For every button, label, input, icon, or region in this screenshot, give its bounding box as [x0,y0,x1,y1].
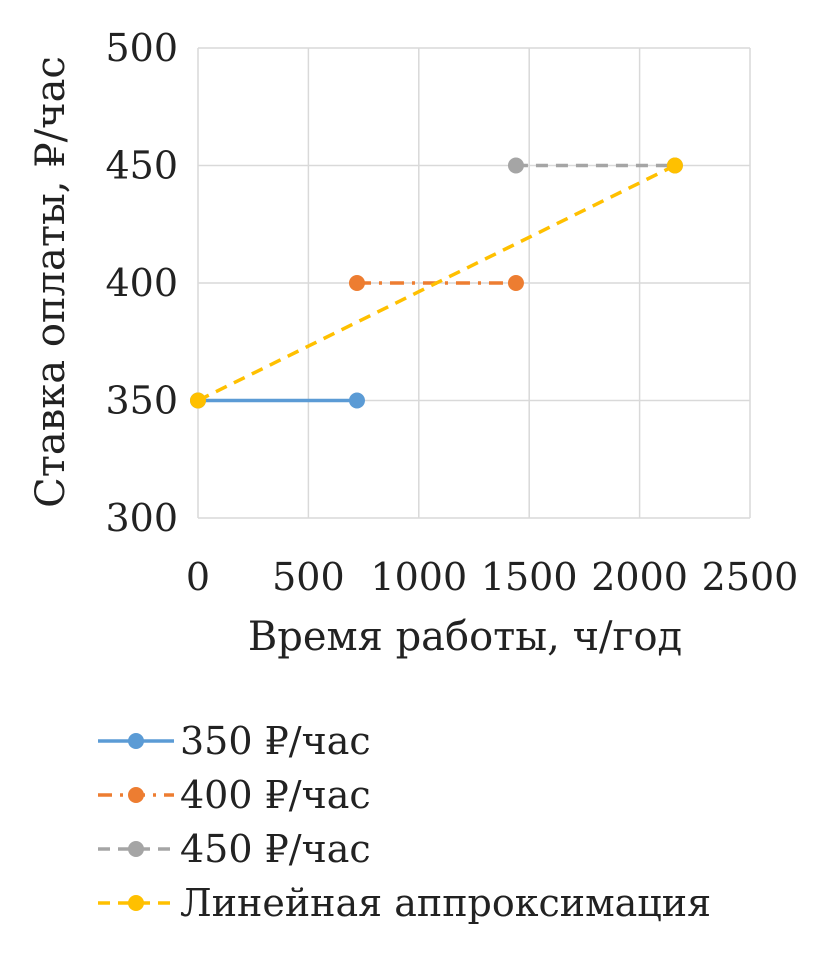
y-axis-title: Ставка оплаты, ₽/час [28,56,74,508]
series-line-3 [197,163,676,403]
y-tick-label-3: 450 [105,144,178,188]
x-tick-label-3: 1500 [481,555,578,599]
x-tick-label-0: 0 [186,555,210,599]
legend-swatch-marker-3 [128,895,144,911]
legend-swatch-marker-2 [128,841,144,857]
series-3 [190,157,683,409]
legend: 350 ₽/час 400 ₽/час 450 ₽/час Линейная аппр… [98,719,711,925]
series-2-point-0 [507,157,524,174]
legend-item-3: Линейная аппроксимация [98,881,711,925]
legend-label-2: 450 ₽/час [180,827,371,871]
series-0 [190,392,365,409]
axis-ticks: 0 500 1000 1500 2000 2500 300 350 400 450 500 [105,26,798,599]
x-axis-title: Время работы, ч/год [248,614,682,660]
x-tick-label-5: 2500 [702,555,799,599]
grid [197,47,751,519]
legend-item-0: 350 ₽/час [98,719,371,763]
x-tick-label-4: 2000 [591,555,688,599]
series-0-point-1 [348,392,365,409]
series-1-point-0 [348,275,365,291]
legend-swatch-marker-1 [128,787,144,803]
legend-label-0: 350 ₽/час [180,719,371,763]
series-1-point-1 [507,275,524,291]
y-tick-label-1: 350 [105,379,178,423]
y-tick-label-4: 500 [105,26,178,70]
y-tick-label-0: 300 [105,496,178,540]
legend-label-1: 400 ₽/час [180,773,371,817]
y-tick-label-2: 400 [105,261,178,305]
legend-swatch-marker-0 [128,733,144,749]
series-3-point-1 [666,157,683,174]
x-tick-label-1: 500 [272,555,345,599]
series-3-point-0 [190,392,206,409]
legend-item-2: 450 ₽/час [98,827,371,871]
legend-item-1: 400 ₽/час [98,773,371,817]
x-tick-label-2: 1000 [370,555,467,599]
legend-label-3: Линейная аппроксимация [180,881,711,925]
plot-area [190,157,683,409]
